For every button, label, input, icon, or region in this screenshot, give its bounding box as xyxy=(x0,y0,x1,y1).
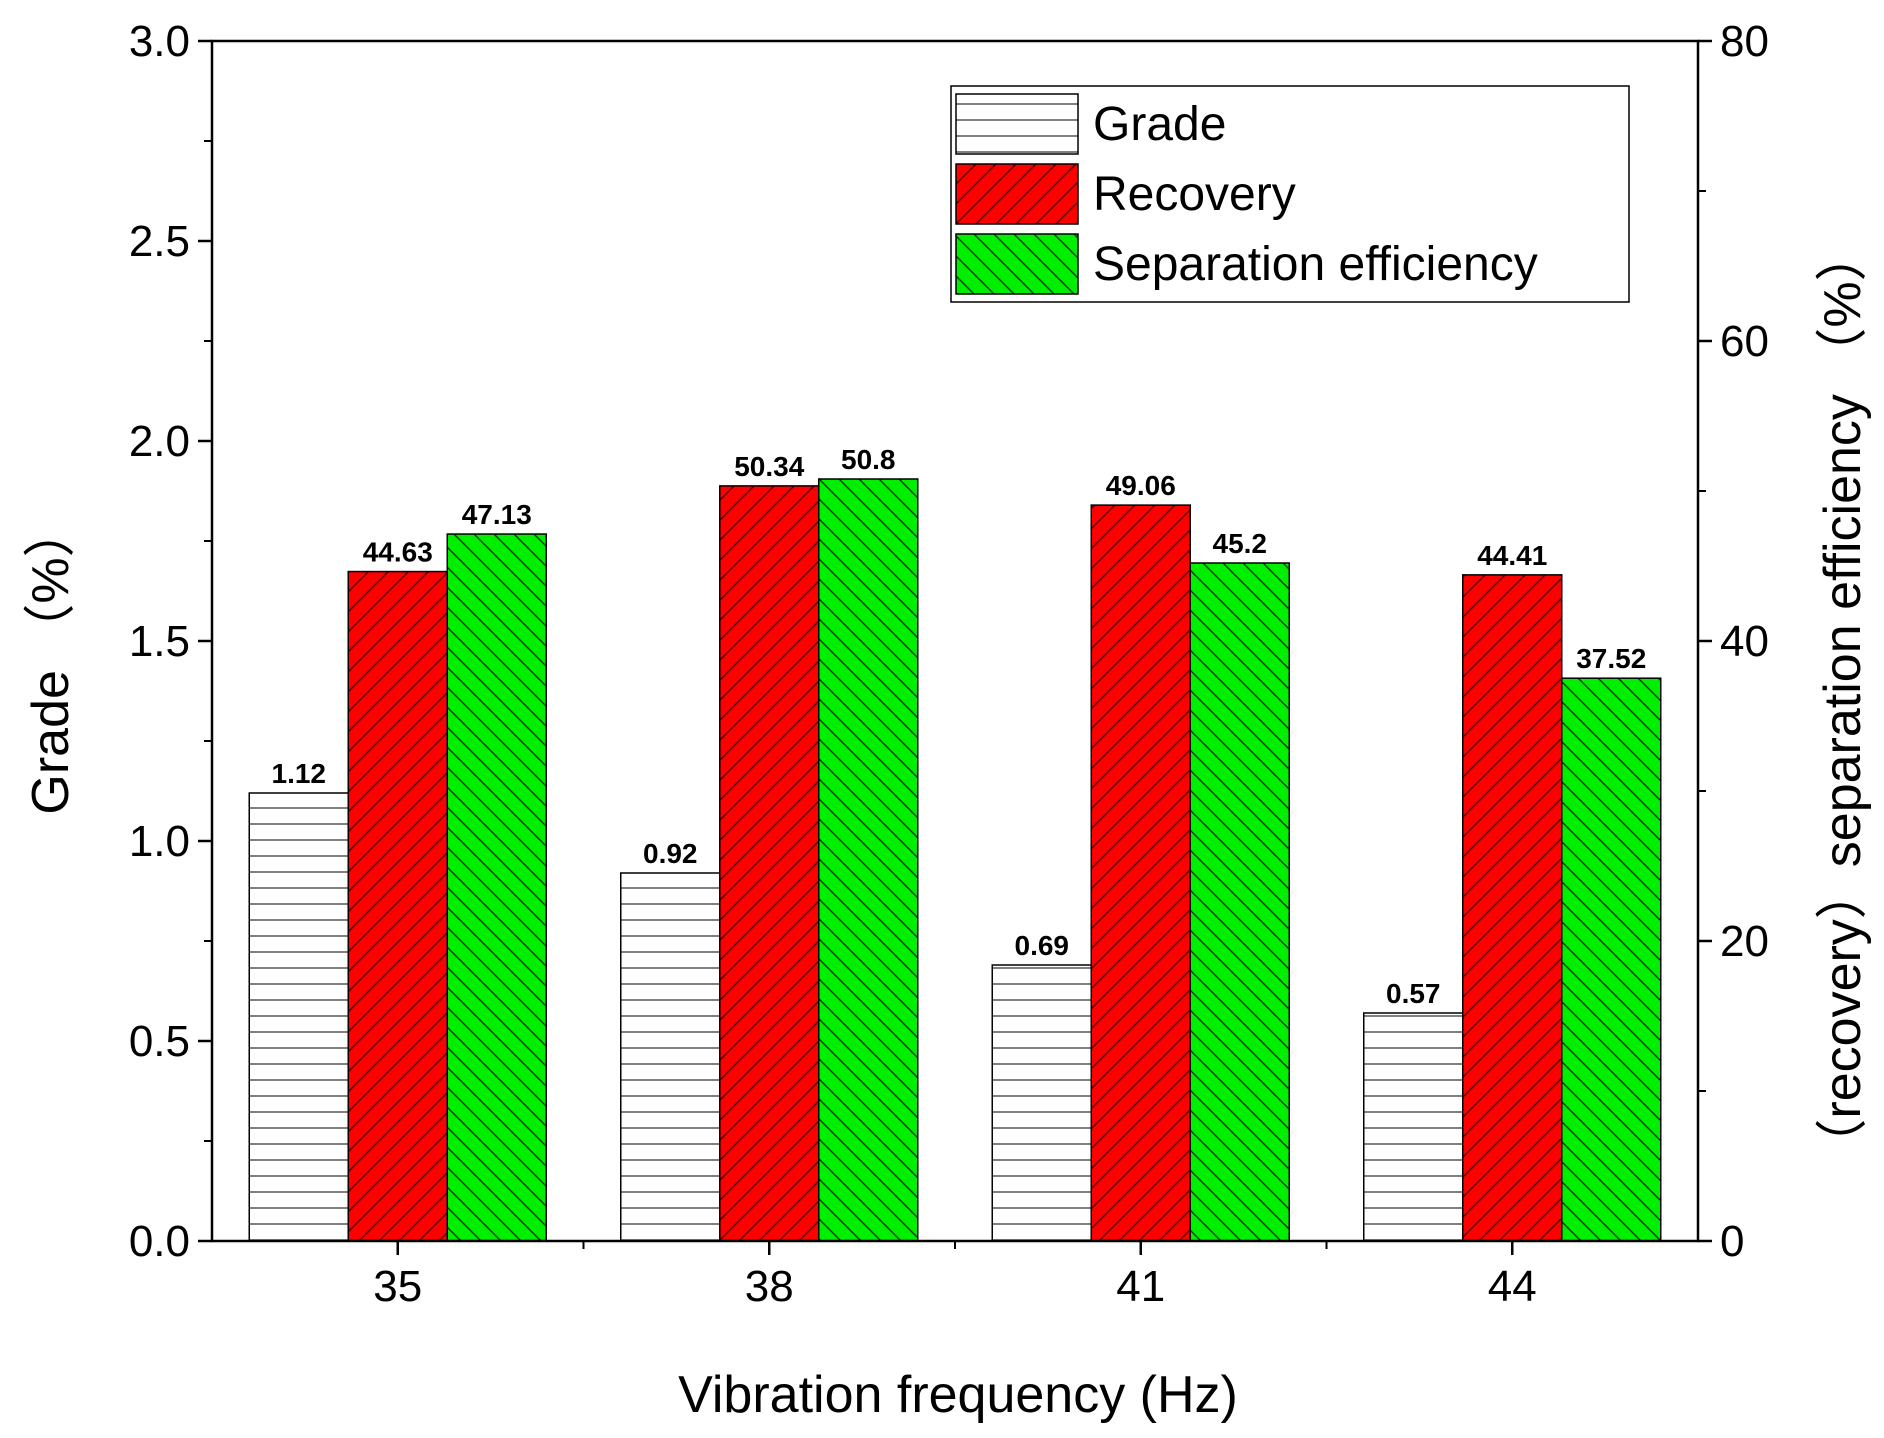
y-axis-right-title: （recovery）separation efficiency （%） xyxy=(1814,229,1872,1170)
legend: Grade Recovery Separation efficiency xyxy=(950,85,1630,303)
y-right-tick-label: 40 xyxy=(1720,617,1769,666)
bar-recovery xyxy=(719,485,820,1242)
y-right-tick-label: 60 xyxy=(1720,317,1769,366)
data-label: 50.34 xyxy=(734,451,804,482)
data-label: 44.41 xyxy=(1477,540,1547,571)
y-right-tick-label: 0 xyxy=(1720,1217,1744,1266)
bar-separation-efficiency xyxy=(818,478,919,1242)
data-label: 1.12 xyxy=(272,758,327,789)
legend-label: Grade xyxy=(1093,98,1226,151)
data-labels-layer: 1.12 44.63 47.13 0.92 50.34 50.8 0.69 49.06 45.2… xyxy=(272,444,1647,1009)
y-right-tick-label: 20 xyxy=(1720,917,1769,966)
y-tick-label: 0.0 xyxy=(129,1217,190,1266)
legend-swatch-separation-efficiency xyxy=(955,233,1079,295)
data-label: 45.2 xyxy=(1213,528,1268,559)
x-tick-label: 41 xyxy=(1116,1262,1165,1311)
bar-grade xyxy=(620,872,721,1242)
x-axis: 35 38 41 44 xyxy=(373,1241,1537,1311)
bar-grade xyxy=(248,792,349,1242)
data-label: 0.69 xyxy=(1015,930,1070,961)
bar-grade xyxy=(991,964,1092,1242)
legend-label: Separation efficiency xyxy=(1093,238,1538,291)
legend-swatch-grade xyxy=(955,93,1079,155)
x-tick-label: 35 xyxy=(373,1262,422,1311)
bar-grade xyxy=(1363,1012,1464,1242)
bar-separation-efficiency xyxy=(1561,677,1662,1242)
y-tick-label: 2.0 xyxy=(129,417,190,466)
data-label: 49.06 xyxy=(1106,470,1176,501)
bars-layer xyxy=(248,478,1662,1242)
data-label: 50.8 xyxy=(841,444,896,475)
bar-separation-efficiency xyxy=(446,533,547,1242)
y-tick-label: 2.5 xyxy=(129,217,190,266)
y-tick-label: 1.5 xyxy=(129,617,190,666)
bar-recovery xyxy=(1462,574,1563,1242)
y-tick-label: 3.0 xyxy=(129,17,190,66)
legend-swatch-recovery xyxy=(955,163,1079,225)
x-tick-label: 38 xyxy=(745,1262,794,1311)
bar-recovery xyxy=(347,570,448,1242)
data-label: 47.13 xyxy=(462,499,532,530)
x-axis-title: Vibration frequency (Hz) xyxy=(678,1366,1238,1424)
y-tick-label: 0.5 xyxy=(129,1017,190,1066)
bar-separation-efficiency xyxy=(1189,562,1290,1242)
bar-recovery xyxy=(1090,504,1191,1242)
y-right-tick-label: 80 xyxy=(1720,17,1769,66)
y-tick-label: 1.0 xyxy=(129,817,190,866)
right-axis: 0 20 40 60 80 xyxy=(1698,17,1769,1266)
y-axis-title: Grade （%） xyxy=(22,505,80,814)
data-label: 37.52 xyxy=(1576,643,1646,674)
data-label: 0.92 xyxy=(643,838,698,869)
left-axis: 0.0 0.5 1.0 1.5 2.0 2.5 3.0 xyxy=(129,17,212,1266)
legend-label: Recovery xyxy=(1093,168,1296,221)
data-label: 44.63 xyxy=(363,537,433,568)
data-label: 0.57 xyxy=(1386,978,1441,1009)
x-tick-label: 44 xyxy=(1488,1262,1537,1311)
